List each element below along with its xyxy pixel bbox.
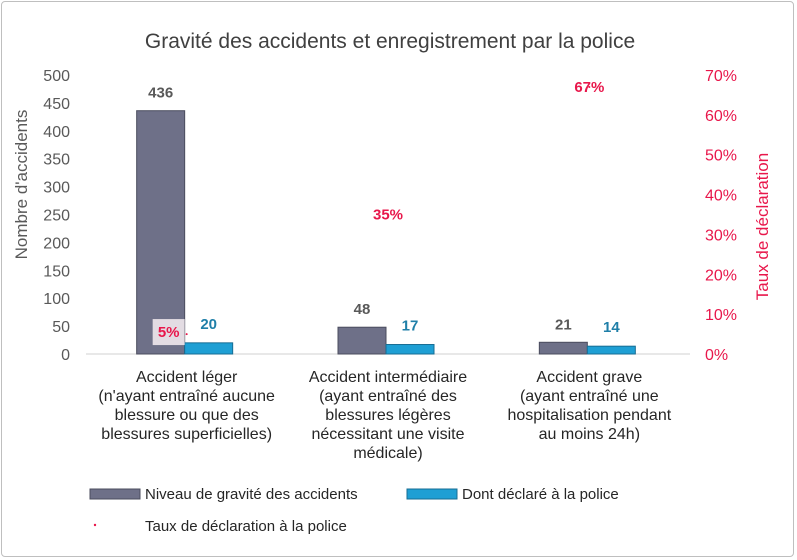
category-label-0-0: Accident léger [136, 369, 238, 386]
chart-title: Gravité des accidents et enregistrement … [145, 30, 635, 53]
y-tick-label: 150 [43, 263, 70, 280]
rate-label-2: 67% [574, 79, 604, 96]
category-label-0-3: blessures superficielles) [101, 426, 272, 443]
y2-tick-label: 30% [705, 227, 737, 244]
y-tick-label: 350 [43, 152, 70, 169]
y-tick-label: 300 [43, 180, 70, 197]
y-tick-label: 0 [61, 347, 70, 364]
y-axis-title: Nombre d'accidents [12, 110, 31, 260]
category-label-2-1: (ayant entraîné une [520, 388, 659, 405]
y2-tick-label: 50% [705, 148, 737, 165]
y2-tick-label: 20% [705, 267, 737, 284]
category-label-1-2: blessures légères [325, 407, 450, 424]
rate-point-2 [588, 85, 591, 88]
category-label-2-0: Accident grave [536, 369, 642, 386]
y2-axis-title: Taux de déclaration [753, 153, 772, 300]
y-tick-label: 500 [43, 68, 70, 85]
legend-label-declare: Dont déclaré à la police [462, 486, 619, 503]
data-label-gravite-0: 436 [148, 85, 173, 102]
category-label-0-1: (n'ayant entraîné aucune [98, 388, 275, 405]
legend-label-rate: Taux de déclaration à la police [145, 518, 347, 535]
legend-swatch-declare [406, 488, 458, 500]
y-tick-label: 50 [52, 319, 70, 336]
rate-point-1 [387, 213, 389, 216]
category-label-2-3: au moins 24h) [539, 426, 640, 443]
data-label-gravite-2: 21 [555, 316, 572, 333]
y-tick-label: 400 [43, 124, 70, 141]
rate-point-0 [185, 333, 188, 336]
y2-tick-label: 10% [705, 307, 737, 324]
y-tick-label: 200 [43, 235, 70, 252]
bar-gravite-2 [538, 341, 588, 355]
y-tick-label: 250 [43, 208, 70, 225]
category-label-1-1: (ayant entraîné des [319, 388, 457, 405]
data-label-declare-2: 14 [603, 319, 620, 336]
category-label-1-3: nécessitant une visite [312, 426, 465, 443]
y-tick-label: 100 [43, 291, 70, 308]
bar-declare-0 [184, 342, 234, 355]
y2-tick-label: 40% [705, 188, 737, 205]
category-label-1-4: médicale) [353, 445, 422, 462]
data-label-declare-1: 17 [402, 318, 419, 335]
y2-tick-label: 60% [705, 108, 737, 125]
rate-label-1: 35% [373, 207, 403, 224]
bar-gravite-0 [136, 110, 186, 355]
category-label-0-2: blessure ou que des [115, 407, 259, 424]
legend-swatch-rate [93, 523, 97, 527]
bar-declare-2 [586, 345, 636, 355]
y2-tick-label: 0% [705, 347, 728, 364]
category-label-1-0: Accident intermédiaire [309, 369, 467, 386]
data-label-declare-0: 20 [200, 316, 217, 333]
rate-label-bg-0 [152, 319, 185, 346]
legend-swatch-gravite [89, 488, 141, 500]
rate-label-0: 5% [158, 324, 180, 341]
bar-declare-1 [385, 344, 435, 355]
data-label-gravite-1: 48 [354, 301, 371, 318]
legend-label-gravite: Niveau de gravité des accidents [145, 486, 358, 503]
category-label-2-2: hospitalisation pendant [507, 407, 671, 424]
y2-tick-label: 70% [705, 68, 737, 85]
y-tick-label: 450 [43, 96, 70, 113]
bar-gravite-1 [337, 326, 387, 355]
